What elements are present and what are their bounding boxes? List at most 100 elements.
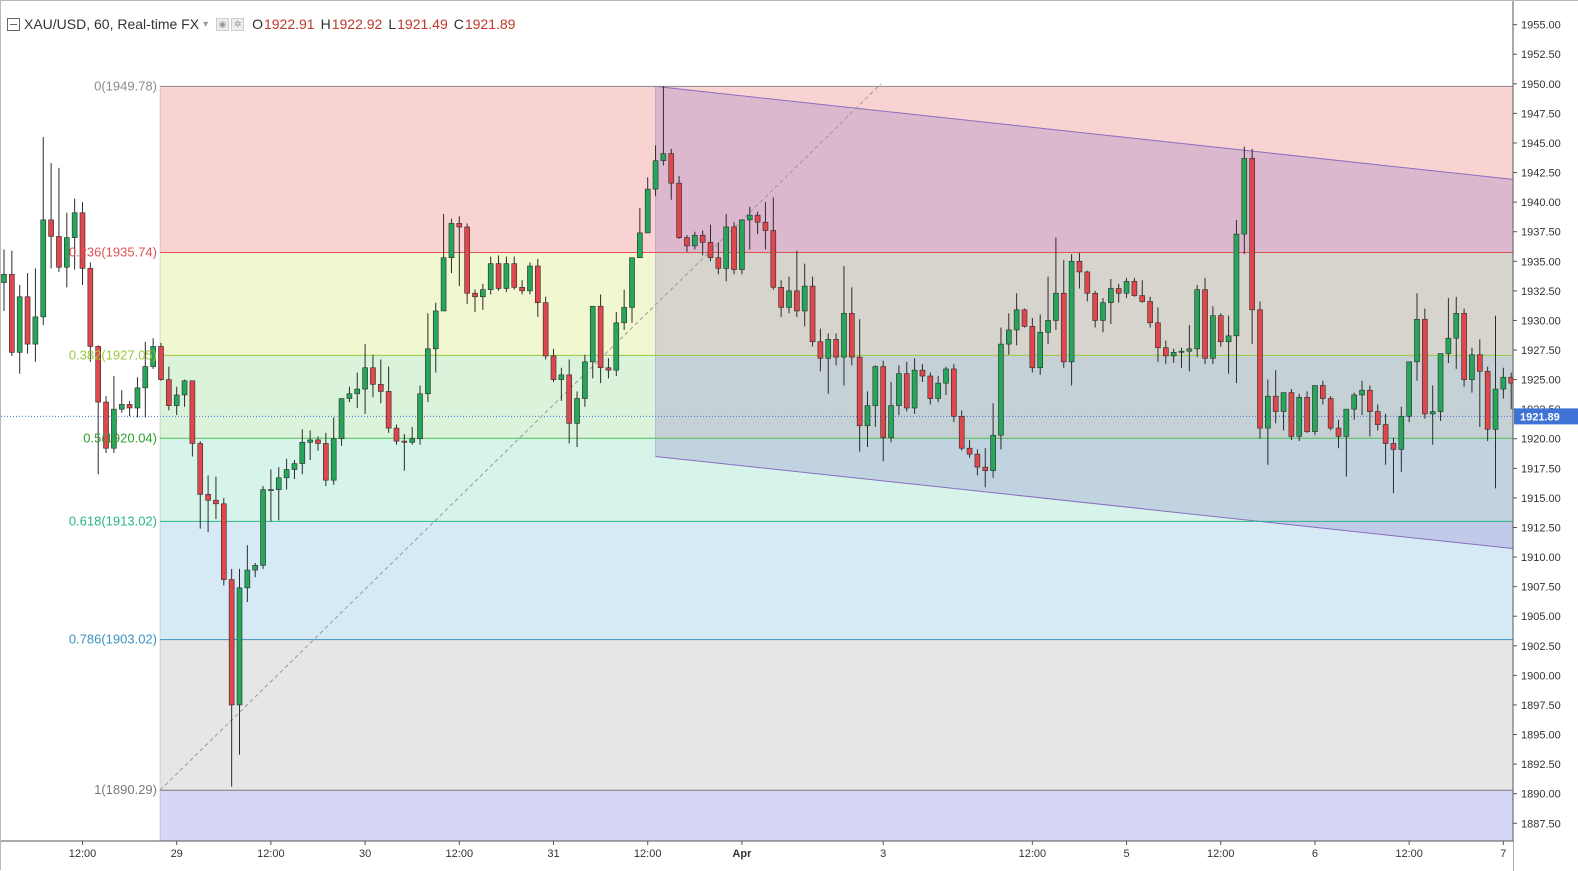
fib-zone-0 (160, 86, 1513, 253)
candle-body (1115, 288, 1122, 294)
candle (228, 568, 235, 787)
candle (1453, 296, 1460, 369)
candle (1084, 270, 1091, 302)
candle-body (487, 263, 494, 290)
fib-label-0.618: 0.618(1913.02) (69, 513, 157, 528)
candle-body (158, 346, 164, 380)
low-value: 1921.49 (397, 16, 448, 32)
candle-body (166, 379, 172, 406)
price-axis: 1955.00 1952.50 1950.00 1947.50 1945.00 1942.… (1512, 1, 1578, 871)
candle-body (181, 380, 188, 396)
candle (1367, 385, 1373, 437)
candle (778, 280, 784, 317)
candle-body (1233, 233, 1240, 337)
gear-icon[interactable]: ✲ (231, 17, 245, 31)
candle (1131, 277, 1138, 297)
candle-body (668, 153, 675, 184)
candle (558, 367, 565, 401)
candle (1272, 370, 1279, 424)
candle (354, 372, 361, 408)
candle (794, 250, 800, 317)
candle-body (48, 219, 54, 237)
candle (731, 222, 737, 275)
candle (283, 458, 290, 490)
candle-body (330, 438, 337, 481)
candle-body (825, 339, 832, 359)
candle (1437, 353, 1444, 421)
time-axis-bg[interactable] (1, 841, 1513, 871)
candle (1, 249, 7, 311)
candle-body (393, 427, 400, 442)
price-axis-bg[interactable] (1513, 1, 1578, 871)
candle-body (440, 257, 447, 312)
high-value: 1922.92 (331, 16, 383, 32)
close-label: C (453, 16, 464, 32)
candle (1406, 361, 1412, 423)
candle (621, 289, 627, 330)
candle-body (872, 366, 879, 406)
candle (1241, 146, 1248, 255)
candle (519, 280, 525, 295)
fib-label-0: 0(1949.78) (94, 78, 157, 93)
fib-trend-line (159, 83, 882, 791)
candle-body (134, 387, 141, 409)
candle (71, 198, 78, 270)
eye-icon[interactable]: ◉ (216, 17, 230, 31)
symbol-title[interactable]: XAU/USD, 60, Real-time FX (24, 16, 200, 32)
time-tick-label: 12:00 (1019, 848, 1047, 860)
chevron-down-icon[interactable]: ▾ (203, 18, 209, 30)
collapse-icon[interactable] (7, 17, 20, 31)
candle-body (503, 263, 510, 289)
candle (189, 380, 196, 457)
candle (236, 568, 243, 755)
candle-body (236, 587, 243, 706)
candle-body (1414, 318, 1420, 363)
candle (260, 486, 266, 569)
candle-body (189, 380, 196, 444)
candle-body (534, 265, 541, 303)
candle-body (1398, 415, 1405, 450)
candle (299, 429, 306, 475)
price-tick-label: 1920.00 (1521, 434, 1561, 446)
price-tick-label: 1917.50 (1521, 463, 1561, 475)
high-label: H (320, 16, 331, 32)
candle-body (652, 160, 659, 190)
candle-body (660, 153, 667, 162)
candle-body (958, 415, 965, 449)
candle-body (9, 273, 15, 353)
candle-body (1367, 389, 1373, 412)
candle-body (1484, 371, 1491, 430)
candle (432, 302, 439, 373)
candle-body (1406, 361, 1412, 417)
candle-body (621, 307, 627, 324)
candle-body (464, 226, 470, 294)
candle (527, 262, 533, 295)
candle-body (943, 368, 949, 384)
candle-body (1429, 411, 1436, 415)
candle (197, 441, 204, 529)
candle-body (1327, 398, 1334, 429)
candle (1320, 380, 1326, 405)
channel-top-line[interactable] (655, 85, 1516, 181)
candle-body (1, 273, 7, 283)
candle-body (228, 579, 235, 706)
fib-zone-0.5 (160, 438, 1513, 522)
candle (275, 467, 282, 521)
open-value: 1922.91 (263, 16, 315, 32)
time-tick-label: 30 (359, 848, 371, 860)
candle (1155, 307, 1161, 362)
candle-body (644, 188, 651, 234)
fib-trend-dashed-line[interactable] (159, 83, 882, 791)
symbol-legend[interactable]: XAU/USD, 60, Real-time FX ▾ ◉ ✲ O 1922.91… (7, 13, 515, 35)
candle-body (1202, 289, 1208, 359)
candle (919, 364, 926, 382)
candle-body (754, 214, 761, 223)
candle (1068, 254, 1075, 386)
candle-body (1469, 354, 1475, 380)
candle (1092, 290, 1098, 328)
price-tick-label: 1940.00 (1521, 197, 1561, 209)
channel-bottom-line[interactable] (655, 455, 1516, 550)
candle-body (1045, 320, 1051, 333)
